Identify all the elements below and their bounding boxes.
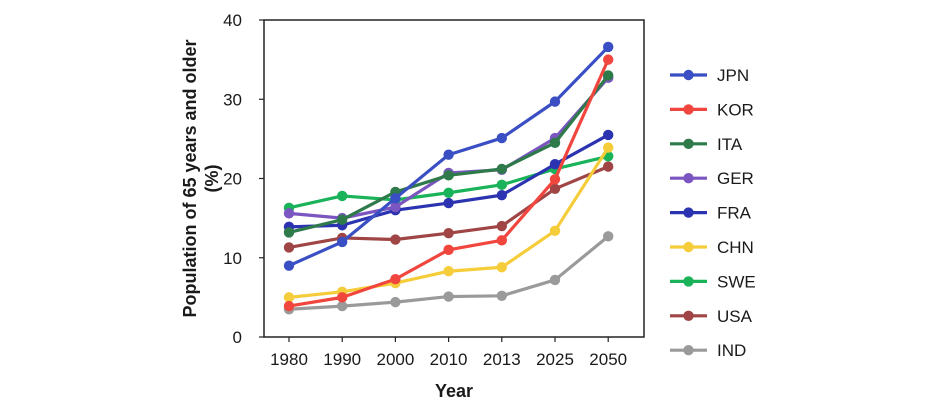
data-point bbox=[283, 227, 295, 238]
data-point bbox=[603, 70, 614, 81]
legend-marker bbox=[683, 276, 694, 287]
data-point bbox=[549, 174, 561, 185]
x-tick-label: 2000 bbox=[376, 350, 414, 369]
legend-item-fra: FRA bbox=[670, 204, 752, 223]
legend-marker bbox=[683, 345, 694, 356]
x-tick-label: 2025 bbox=[536, 350, 574, 369]
legend-marker bbox=[683, 310, 694, 321]
data-point bbox=[283, 292, 295, 303]
data-point bbox=[443, 227, 454, 239]
data-point bbox=[337, 236, 348, 248]
series-kor bbox=[283, 54, 614, 312]
legend-label: IND bbox=[717, 341, 746, 360]
legend-item-ita: ITA bbox=[670, 135, 743, 154]
data-point bbox=[390, 296, 401, 308]
data-point bbox=[337, 292, 348, 303]
data-point bbox=[603, 161, 614, 172]
legend-label: CHN bbox=[717, 238, 754, 257]
y-tick-label: 40 bbox=[223, 11, 242, 30]
data-point bbox=[390, 273, 401, 285]
data-point bbox=[496, 262, 507, 273]
data-point bbox=[549, 274, 561, 286]
data-point bbox=[443, 291, 454, 302]
data-point bbox=[549, 225, 561, 237]
data-point bbox=[549, 96, 561, 107]
legend-item-usa: USA bbox=[670, 307, 753, 326]
series-ind bbox=[283, 231, 614, 315]
legend-item-jpn: JPN bbox=[670, 66, 749, 85]
legend-marker bbox=[683, 104, 694, 115]
data-point bbox=[549, 159, 561, 170]
data-point bbox=[443, 266, 454, 277]
legend: JPN KOR ITA GER FRA CHN SWE USA IND bbox=[670, 66, 756, 360]
data-point bbox=[496, 290, 507, 301]
legend-marker bbox=[683, 207, 694, 218]
x-tick-label: 1990 bbox=[323, 350, 361, 369]
legend-label: KOR bbox=[717, 100, 754, 119]
data-point bbox=[496, 179, 507, 191]
y-tick-label: 0 bbox=[233, 328, 242, 347]
legend-label: SWE bbox=[717, 272, 756, 291]
legend-marker bbox=[683, 173, 694, 184]
series-jpn bbox=[283, 41, 614, 271]
legend-item-chn: CHN bbox=[670, 238, 754, 257]
data-point bbox=[390, 201, 401, 213]
series-line bbox=[288, 133, 609, 229]
data-point bbox=[496, 132, 507, 144]
data-point bbox=[390, 234, 401, 245]
legend-label: JPN bbox=[717, 66, 749, 85]
y-axis-title: Population of 65 years and older bbox=[180, 39, 200, 317]
data-point bbox=[337, 214, 348, 225]
legend-label: USA bbox=[717, 307, 753, 326]
data-point bbox=[283, 260, 295, 271]
data-point bbox=[443, 149, 454, 160]
data-point bbox=[603, 41, 614, 53]
data-point bbox=[443, 187, 454, 198]
legend-item-swe: SWE bbox=[670, 272, 756, 291]
series-fra bbox=[283, 129, 614, 233]
data-point bbox=[443, 170, 454, 181]
legend-marker bbox=[683, 138, 694, 149]
legend-item-ind: IND bbox=[670, 341, 746, 360]
legend-marker bbox=[683, 241, 694, 253]
data-point bbox=[603, 129, 614, 141]
legend-item-kor: KOR bbox=[670, 100, 754, 119]
data-point bbox=[337, 300, 348, 312]
x-tick-label: 2010 bbox=[430, 350, 468, 369]
data-point bbox=[283, 300, 295, 312]
y-tick-label: 30 bbox=[223, 90, 242, 109]
data-point bbox=[603, 142, 614, 153]
data-point bbox=[390, 193, 401, 204]
data-point bbox=[283, 242, 295, 253]
y-tick-label: 20 bbox=[223, 170, 242, 189]
y-axis-title-unit: (%) bbox=[202, 165, 222, 193]
x-axis-title: Year bbox=[435, 381, 473, 401]
x-tick-label: 2013 bbox=[483, 350, 521, 369]
legend-label: GER bbox=[717, 169, 754, 188]
legend-item-ger: GER bbox=[670, 169, 754, 188]
legend-label: FRA bbox=[717, 204, 752, 223]
x-tick-label: 2050 bbox=[589, 350, 627, 369]
data-point bbox=[549, 137, 561, 149]
data-point bbox=[337, 190, 348, 202]
data-point bbox=[603, 54, 614, 65]
data-point bbox=[283, 208, 295, 219]
data-point bbox=[603, 231, 614, 242]
data-point bbox=[549, 183, 561, 195]
data-point bbox=[496, 163, 507, 175]
data-point bbox=[443, 197, 454, 209]
legend-label: ITA bbox=[717, 135, 743, 154]
legend-marker bbox=[683, 69, 694, 81]
data-point bbox=[443, 244, 454, 256]
y-tick-label: 10 bbox=[223, 249, 242, 268]
data-point bbox=[496, 235, 507, 246]
data-point bbox=[496, 189, 507, 201]
x-tick-label: 1980 bbox=[270, 350, 308, 369]
data-point bbox=[496, 220, 507, 232]
